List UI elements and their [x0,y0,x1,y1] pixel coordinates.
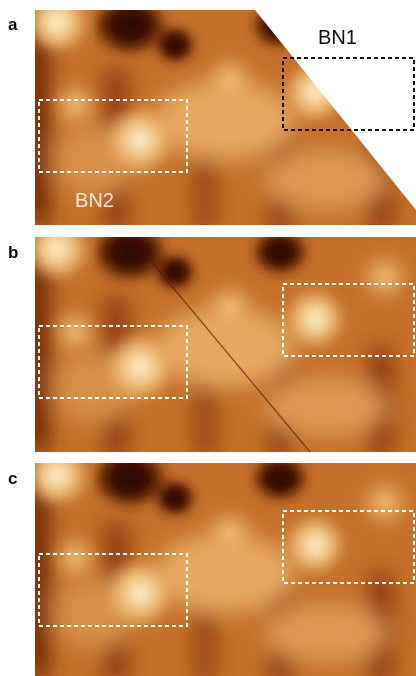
panel-b: b [8,215,416,457]
annotation: BN2 [75,190,114,212]
panel-label: c [8,469,17,488]
stm-image [23,215,416,457]
annotation: BN1 [318,27,357,49]
panel-label: a [8,15,18,34]
figure: a BN1 BN2 b c [0,0,416,676]
stm-image [23,441,416,676]
panel-label: b [8,243,18,262]
panel-c: c [8,441,416,676]
panel-a: a BN1 BN2 [8,0,416,230]
